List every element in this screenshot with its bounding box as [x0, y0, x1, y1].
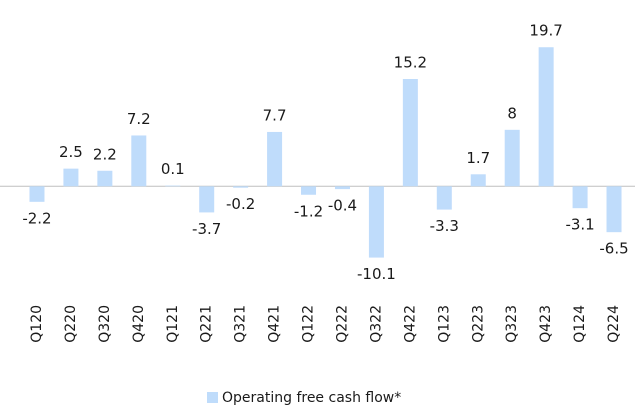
- data-label: -1.2: [294, 202, 323, 220]
- data-label: -3.3: [430, 217, 459, 235]
- data-label: -3.1: [565, 216, 594, 234]
- x-tick-label: Q221: [199, 305, 215, 343]
- data-label: -3.7: [192, 220, 221, 238]
- x-tick-label: Q122: [301, 305, 317, 343]
- bar: [131, 135, 147, 187]
- bar: [233, 186, 249, 188]
- data-label: 1.7: [466, 149, 490, 167]
- x-tick-label: Q321: [233, 305, 249, 343]
- x-tick-label: Q121: [165, 305, 181, 343]
- bar: [334, 186, 350, 190]
- bar: [368, 186, 384, 258]
- x-tick-label: Q423: [538, 305, 554, 343]
- x-tick-label: Q220: [63, 305, 79, 343]
- data-label: -6.5: [599, 240, 628, 258]
- data-label: 0.1: [161, 160, 185, 178]
- x-tick-label: Q323: [504, 305, 520, 343]
- bar: [606, 186, 622, 233]
- data-label: -10.1: [357, 265, 396, 283]
- bar: [402, 79, 418, 187]
- legend-swatch: [207, 392, 218, 403]
- x-tick-label: Q120: [29, 305, 45, 343]
- bar: [538, 47, 554, 187]
- bar: [199, 186, 215, 213]
- data-label: 2.5: [59, 143, 83, 161]
- bar: [301, 186, 317, 195]
- x-tick-label: Q222: [334, 305, 350, 343]
- data-label: 2.2: [93, 145, 117, 163]
- bar: [29, 186, 45, 202]
- x-tick-label: Q420: [131, 305, 147, 343]
- bar: [572, 186, 588, 209]
- bar: [470, 174, 486, 187]
- data-label: 15.2: [394, 54, 427, 72]
- bar: [165, 185, 181, 187]
- data-label: -0.2: [226, 195, 255, 213]
- bar: [436, 186, 452, 210]
- x-tick-label: Q322: [368, 305, 384, 343]
- data-label: 7.2: [127, 110, 151, 128]
- x-tick-label: Q123: [436, 305, 452, 343]
- bar: [504, 129, 520, 187]
- data-label: -0.4: [328, 197, 357, 215]
- x-tick-label: Q224: [606, 305, 622, 343]
- x-tick-label: Q422: [402, 305, 418, 343]
- data-label: 7.7: [263, 106, 287, 124]
- data-label: 8: [507, 104, 517, 122]
- bar: [63, 168, 79, 187]
- data-label: -2.2: [22, 209, 51, 227]
- legend-label: Operating free cash flow*: [222, 390, 401, 406]
- x-tick-label: Q421: [267, 305, 283, 343]
- x-tick-label: Q320: [97, 305, 113, 343]
- bar: [97, 170, 113, 187]
- bar: [267, 131, 283, 187]
- x-tick-label: Q124: [572, 305, 588, 343]
- x-tick-label: Q223: [470, 305, 486, 343]
- data-label: 19.7: [529, 22, 562, 40]
